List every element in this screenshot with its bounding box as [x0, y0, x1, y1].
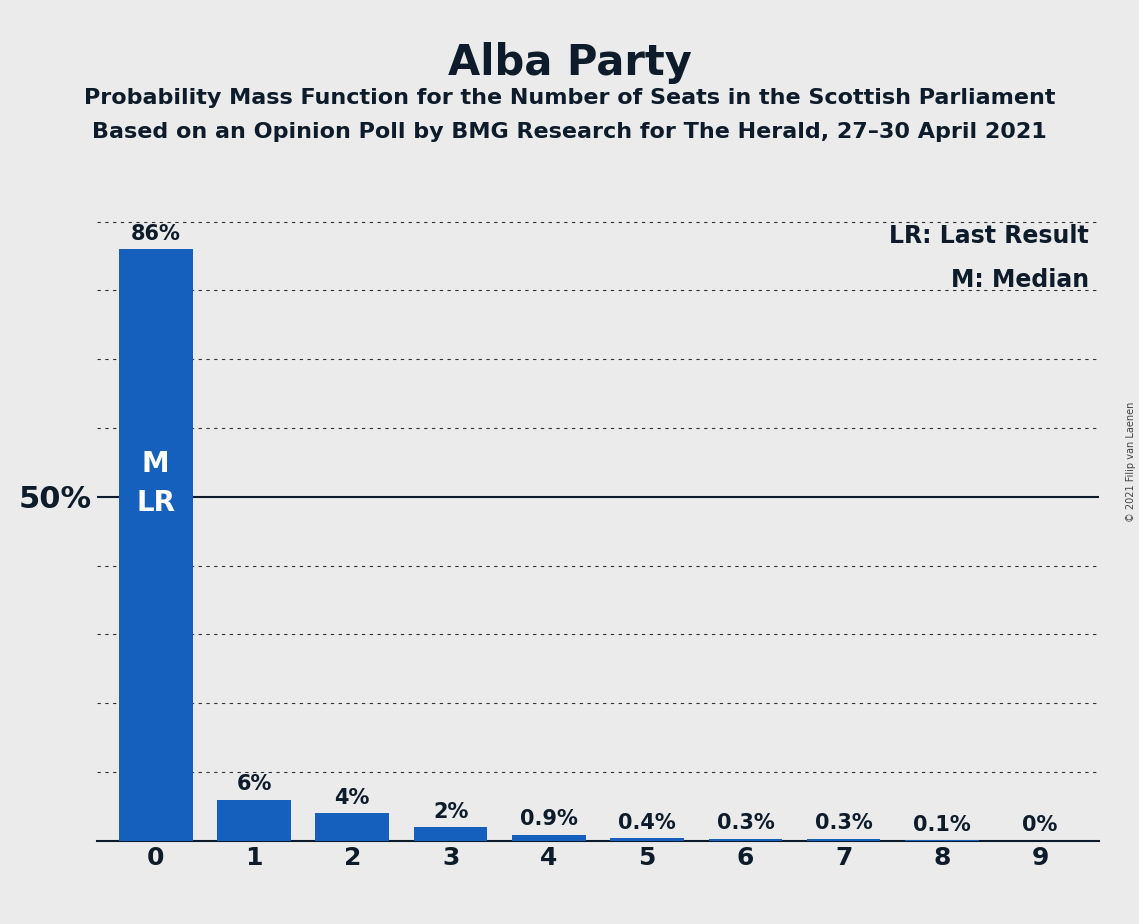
Bar [118, 249, 192, 841]
Text: LR: Last Result: LR: Last Result [890, 224, 1089, 248]
Text: M
LR: M LR [137, 450, 175, 517]
Text: © 2021 Filip van Laenen: © 2021 Filip van Laenen [1126, 402, 1136, 522]
Text: 0.3%: 0.3% [716, 813, 775, 833]
Bar [806, 839, 880, 841]
Bar [316, 813, 390, 841]
Text: 6%: 6% [237, 774, 272, 794]
Text: 86%: 86% [131, 224, 181, 244]
Text: Probability Mass Function for the Number of Seats in the Scottish Parliament: Probability Mass Function for the Number… [84, 88, 1055, 108]
Text: 0.3%: 0.3% [814, 813, 872, 833]
Text: 0.1%: 0.1% [913, 815, 970, 834]
Text: 2%: 2% [433, 802, 468, 821]
Bar [611, 838, 683, 841]
Text: 0.9%: 0.9% [519, 809, 577, 829]
Text: M: Median: M: Median [951, 268, 1089, 292]
Bar [413, 827, 487, 841]
Text: 4%: 4% [335, 788, 370, 808]
Text: Alba Party: Alba Party [448, 42, 691, 83]
Bar [513, 834, 585, 841]
Text: 0%: 0% [1023, 815, 1058, 835]
Text: 0.4%: 0.4% [618, 812, 675, 833]
Bar [708, 839, 782, 841]
Bar [218, 799, 290, 841]
Text: Based on an Opinion Poll by BMG Research for The Herald, 27–30 April 2021: Based on an Opinion Poll by BMG Research… [92, 122, 1047, 142]
